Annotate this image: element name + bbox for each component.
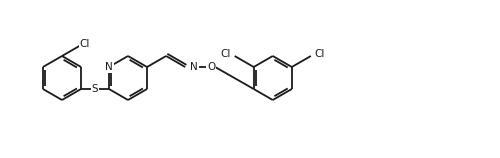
Text: O: O [207, 62, 216, 72]
Text: S: S [92, 84, 98, 94]
Text: N: N [105, 62, 113, 72]
Text: N: N [190, 62, 198, 72]
Text: Cl: Cl [315, 49, 325, 59]
Text: Cl: Cl [220, 49, 230, 59]
Text: Cl: Cl [80, 39, 90, 49]
